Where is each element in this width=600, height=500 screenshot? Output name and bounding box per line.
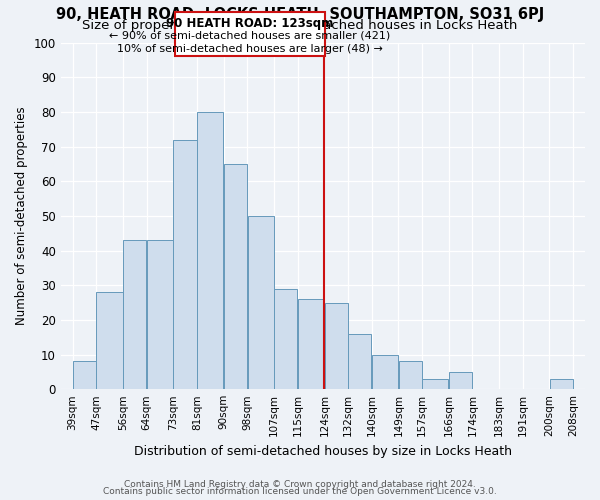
Bar [123,240,146,389]
Bar [73,362,96,389]
Bar [550,379,573,389]
Text: 90, HEATH ROAD, LOCKS HEATH, SOUTHAMPTON, SO31 6PJ: 90, HEATH ROAD, LOCKS HEATH, SOUTHAMPTON… [56,8,544,22]
Bar [298,299,324,389]
Text: Size of property relative to semi-detached houses in Locks Heath: Size of property relative to semi-detach… [82,19,518,32]
Bar [97,292,122,389]
Text: 90 HEATH ROAD: 123sqm: 90 HEATH ROAD: 123sqm [166,18,334,30]
Bar [348,334,371,389]
Bar [398,362,422,389]
Bar [197,112,223,389]
Bar [422,379,448,389]
Text: 10% of semi-detached houses are larger (48) →: 10% of semi-detached houses are larger (… [117,44,383,54]
Text: Contains HM Land Registry data © Crown copyright and database right 2024.: Contains HM Land Registry data © Crown c… [124,480,476,489]
Bar [173,140,197,389]
Bar [248,216,274,389]
Bar [224,164,247,389]
X-axis label: Distribution of semi-detached houses by size in Locks Heath: Distribution of semi-detached houses by … [134,444,512,458]
Bar [325,302,348,389]
Text: Contains public sector information licensed under the Open Government Licence v3: Contains public sector information licen… [103,488,497,496]
Bar [449,372,472,389]
Bar [274,288,298,389]
Bar [372,354,398,389]
Text: ← 90% of semi-detached houses are smaller (421): ← 90% of semi-detached houses are smalle… [109,31,391,41]
Y-axis label: Number of semi-detached properties: Number of semi-detached properties [15,106,28,325]
Bar [147,240,173,389]
